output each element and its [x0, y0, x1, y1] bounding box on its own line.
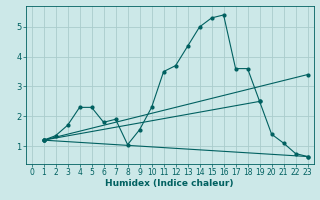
X-axis label: Humidex (Indice chaleur): Humidex (Indice chaleur)	[105, 179, 234, 188]
